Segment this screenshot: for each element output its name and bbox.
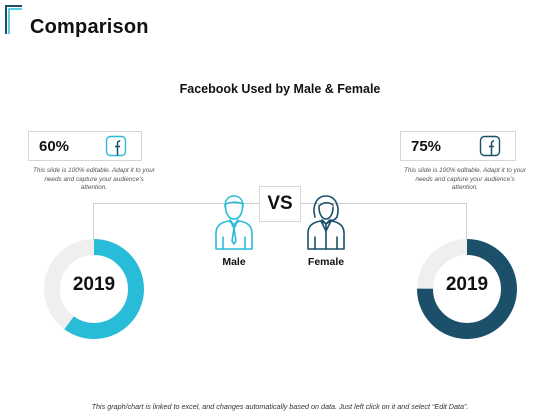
right-note: This slide is 100% editable. Adapt it to… xyxy=(404,167,526,192)
left-connector-vertical xyxy=(93,203,94,239)
slide-subtitle: Facebook Used by Male & Female xyxy=(179,82,381,96)
right-year: 2019 xyxy=(445,274,489,295)
female-label: Female xyxy=(307,256,345,268)
left-donut-chart xyxy=(44,239,144,339)
footer-note: This graph/chart is linked to excel, and… xyxy=(91,402,469,411)
male-label: Male xyxy=(222,256,246,268)
right-percent-label: 75% xyxy=(411,138,442,155)
facebook-icon xyxy=(105,135,127,157)
left-donut-arc xyxy=(44,239,144,339)
right-connector-horizontal xyxy=(301,203,467,204)
slide-title: Comparison xyxy=(30,16,149,38)
right-percent-box: 75% xyxy=(400,131,516,161)
female-person-icon xyxy=(307,195,345,250)
left-year: 2019 xyxy=(72,274,116,295)
left-connector-horizontal xyxy=(93,203,259,204)
facebook-icon xyxy=(479,135,501,157)
right-donut: 2019 xyxy=(415,237,519,341)
left-percent-label: 60% xyxy=(39,138,70,155)
corner-accent-icon xyxy=(5,5,22,34)
left-percent-box: 60% xyxy=(28,131,142,161)
right-donut-chart xyxy=(417,239,517,339)
vs-label: VS xyxy=(267,193,293,214)
male-person-icon xyxy=(215,195,253,250)
right-connector-vertical xyxy=(466,203,467,239)
right-donut-arc xyxy=(417,239,517,339)
vs-box: VS xyxy=(259,186,301,222)
left-note: This slide is 100% editable. Adapt it to… xyxy=(33,167,155,192)
left-donut: 2019 xyxy=(42,237,146,341)
